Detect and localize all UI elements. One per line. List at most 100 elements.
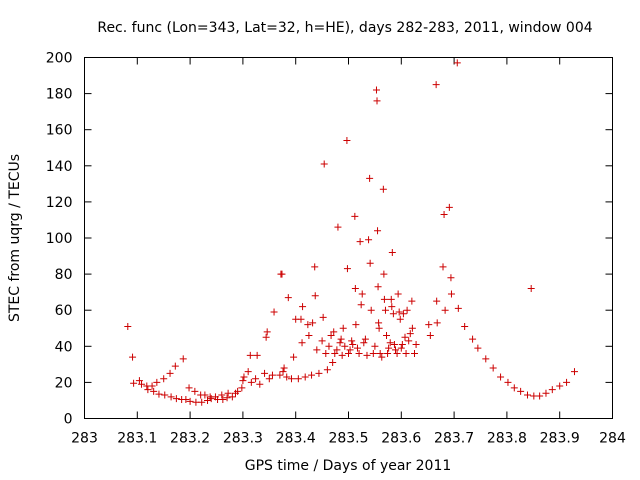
- data-point: [454, 304, 462, 312]
- data-point: [504, 378, 512, 386]
- data-point: [401, 333, 409, 341]
- y-axis-ticks: 0 20 40 60 80 100 120 140 160 180 200: [46, 51, 613, 428]
- data-point: [276, 371, 284, 379]
- data-point: [441, 306, 449, 314]
- data-point: [129, 353, 137, 361]
- data-point: [440, 211, 448, 219]
- data-point: [542, 389, 550, 397]
- data-point: [432, 81, 440, 89]
- data-point: [228, 393, 236, 401]
- data-point: [262, 333, 270, 341]
- data-point: [389, 310, 397, 318]
- data-point: [311, 292, 319, 300]
- x-tick-label: 283.7: [434, 431, 474, 447]
- data-point: [402, 350, 410, 358]
- data-point: [207, 395, 215, 403]
- plot-frame: [84, 57, 613, 419]
- data-point: [301, 373, 309, 381]
- y-axis-title: STEC from uqrg / TECUs: [7, 154, 23, 322]
- data-point: [398, 340, 406, 348]
- data-point: [167, 393, 175, 401]
- data-point: [461, 322, 469, 330]
- data-point: [352, 321, 360, 329]
- data-point: [298, 339, 306, 347]
- data-point: [517, 387, 525, 395]
- data-point: [265, 375, 273, 383]
- data-point: [319, 313, 327, 321]
- data-point: [160, 375, 168, 383]
- data-point: [365, 236, 373, 244]
- data-point: [357, 301, 365, 309]
- data-point: [320, 160, 328, 168]
- data-point: [388, 303, 396, 311]
- data-point: [287, 375, 295, 383]
- data-point: [356, 238, 364, 246]
- data-point: [361, 335, 369, 343]
- data-point: [380, 270, 388, 278]
- data-point: [327, 331, 335, 339]
- data-point: [469, 335, 477, 343]
- data-point: [348, 337, 356, 345]
- x-tick-label: 283.4: [276, 431, 316, 447]
- data-point: [381, 306, 389, 314]
- data-point: [411, 350, 418, 358]
- data-point: [311, 263, 319, 271]
- x-tick-label: 283.8: [487, 431, 527, 447]
- x-tick-label: 283.3: [223, 431, 263, 447]
- data-point: [325, 342, 333, 350]
- data-point: [166, 369, 174, 377]
- data-point: [323, 366, 331, 374]
- data-point: [280, 364, 288, 372]
- y-tick-label: 80: [55, 267, 73, 283]
- data-point: [447, 274, 455, 282]
- data-point: [386, 339, 394, 347]
- data-point: [336, 339, 344, 347]
- data-point: [439, 263, 447, 271]
- data-point: [406, 330, 414, 338]
- data-point: [349, 340, 357, 348]
- data-point: [341, 342, 349, 350]
- data-point: [523, 391, 531, 399]
- data-point: [240, 373, 248, 381]
- data-point: [155, 390, 163, 398]
- x-tick-label: 284: [599, 431, 626, 447]
- data-point: [191, 387, 199, 395]
- data-point: [363, 351, 371, 359]
- data-point: [223, 394, 231, 402]
- data-point: [256, 380, 264, 388]
- data-point: [261, 369, 269, 377]
- data-point: [393, 350, 401, 358]
- data-point: [279, 368, 287, 376]
- data-point: [329, 359, 337, 367]
- data-points: [124, 59, 578, 406]
- data-point: [556, 382, 564, 390]
- data-point: [397, 344, 405, 352]
- data-point: [305, 331, 313, 339]
- data-point: [309, 319, 317, 327]
- data-point: [337, 335, 345, 343]
- data-point: [433, 319, 441, 327]
- data-point: [263, 328, 271, 336]
- data-point: [308, 371, 316, 379]
- data-point: [433, 297, 441, 305]
- data-point: [171, 362, 179, 370]
- data-point: [218, 391, 226, 399]
- data-point: [150, 387, 158, 395]
- data-point: [378, 353, 386, 361]
- data-point: [355, 350, 363, 358]
- data-point: [290, 353, 298, 361]
- data-point: [373, 97, 381, 105]
- x-tick-label: 283.5: [328, 431, 368, 447]
- data-point: [179, 355, 187, 363]
- data-point: [387, 295, 395, 303]
- data-point: [198, 398, 206, 406]
- data-point: [252, 375, 260, 383]
- data-point: [405, 337, 413, 345]
- data-point: [182, 396, 190, 404]
- data-point: [453, 59, 461, 67]
- chart-title: Rec. func (Lon=343, Lat=32, h=HE), days …: [97, 20, 592, 36]
- x-tick-label: 283: [71, 431, 98, 447]
- x-tick-label: 283.9: [540, 431, 580, 447]
- data-point: [135, 377, 143, 385]
- data-point: [124, 322, 132, 330]
